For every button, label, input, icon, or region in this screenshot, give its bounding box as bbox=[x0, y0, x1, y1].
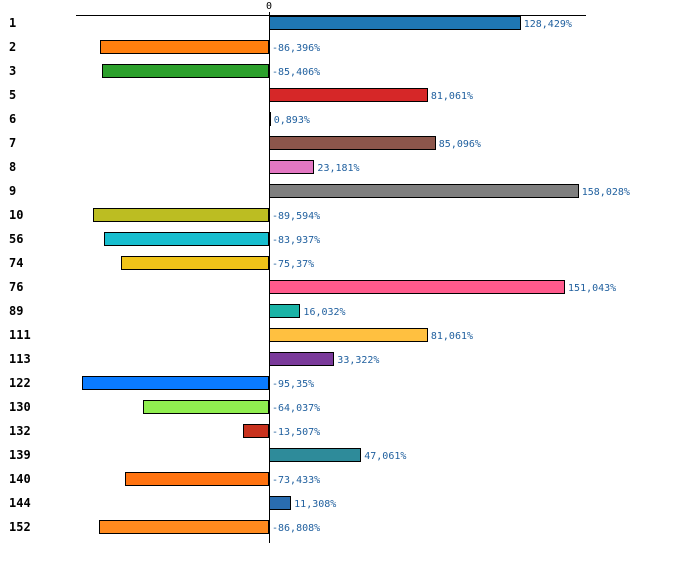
bar bbox=[125, 472, 269, 486]
category-label: 2 bbox=[9, 40, 16, 54]
bar bbox=[93, 208, 269, 222]
bar bbox=[269, 304, 300, 318]
value-label: -75,37% bbox=[272, 259, 314, 270]
value-label: 128,429% bbox=[524, 19, 572, 30]
category-label: 111 bbox=[9, 328, 31, 342]
category-label: 1 bbox=[9, 16, 16, 30]
bar bbox=[269, 184, 579, 198]
category-label: 6 bbox=[9, 112, 16, 126]
bar bbox=[269, 136, 436, 150]
value-label: -86,808% bbox=[272, 523, 320, 534]
x-tick-label-zero: 0 bbox=[266, 1, 272, 12]
value-label: 23,181% bbox=[317, 163, 359, 174]
value-label: -83,937% bbox=[272, 235, 320, 246]
value-label: -89,594% bbox=[272, 211, 320, 222]
value-label: -86,396% bbox=[272, 43, 320, 54]
category-label: 9 bbox=[9, 184, 16, 198]
value-label: 81,061% bbox=[431, 91, 473, 102]
bar bbox=[243, 424, 269, 438]
value-label: 11,308% bbox=[294, 499, 336, 510]
category-label: 74 bbox=[9, 256, 23, 270]
category-label: 3 bbox=[9, 64, 16, 78]
bars-layer: 1 128,429% 2 -86,396% 3 -85,406% 5 81,061% 6 0,89… bbox=[9, 16, 630, 534]
bar bbox=[121, 256, 269, 270]
value-label: -64,037% bbox=[272, 403, 320, 414]
category-label: 139 bbox=[9, 448, 31, 462]
bar bbox=[269, 496, 291, 510]
category-label: 144 bbox=[9, 496, 31, 510]
value-label: 85,096% bbox=[439, 139, 481, 150]
value-label: 0,893% bbox=[274, 115, 310, 126]
bar bbox=[82, 376, 269, 390]
category-label: 113 bbox=[9, 352, 31, 366]
category-label: 140 bbox=[9, 472, 31, 486]
category-label: 8 bbox=[9, 160, 16, 174]
category-label: 122 bbox=[9, 376, 31, 390]
bar bbox=[143, 400, 269, 414]
bar bbox=[269, 448, 361, 462]
category-label: 132 bbox=[9, 424, 31, 438]
value-label: 16,032% bbox=[303, 307, 345, 318]
bar bbox=[269, 16, 521, 30]
value-label: 158,028% bbox=[582, 187, 630, 198]
value-label: 151,043% bbox=[568, 283, 616, 294]
bar bbox=[100, 40, 269, 54]
category-label: 56 bbox=[9, 232, 23, 246]
category-label: 152 bbox=[9, 520, 31, 534]
category-label: 5 bbox=[9, 88, 16, 102]
bar bbox=[269, 352, 334, 366]
value-label: 47,061% bbox=[364, 451, 406, 462]
category-label: 76 bbox=[9, 280, 23, 294]
value-label: -85,406% bbox=[272, 67, 320, 78]
category-label: 10 bbox=[9, 208, 23, 222]
bar bbox=[269, 88, 428, 102]
value-label: -13,507% bbox=[272, 427, 320, 438]
bar bbox=[269, 160, 314, 174]
bar bbox=[102, 64, 269, 78]
value-label: 33,322% bbox=[337, 355, 379, 366]
bar bbox=[99, 520, 269, 534]
category-label: 130 bbox=[9, 400, 31, 414]
category-label: 89 bbox=[9, 304, 23, 318]
value-label: -73,433% bbox=[272, 475, 320, 486]
value-label: -95,35% bbox=[272, 379, 314, 390]
bar bbox=[104, 232, 269, 246]
bar bbox=[269, 280, 565, 294]
category-label: 7 bbox=[9, 136, 16, 150]
bar bbox=[269, 328, 428, 342]
value-label: 81,061% bbox=[431, 331, 473, 342]
